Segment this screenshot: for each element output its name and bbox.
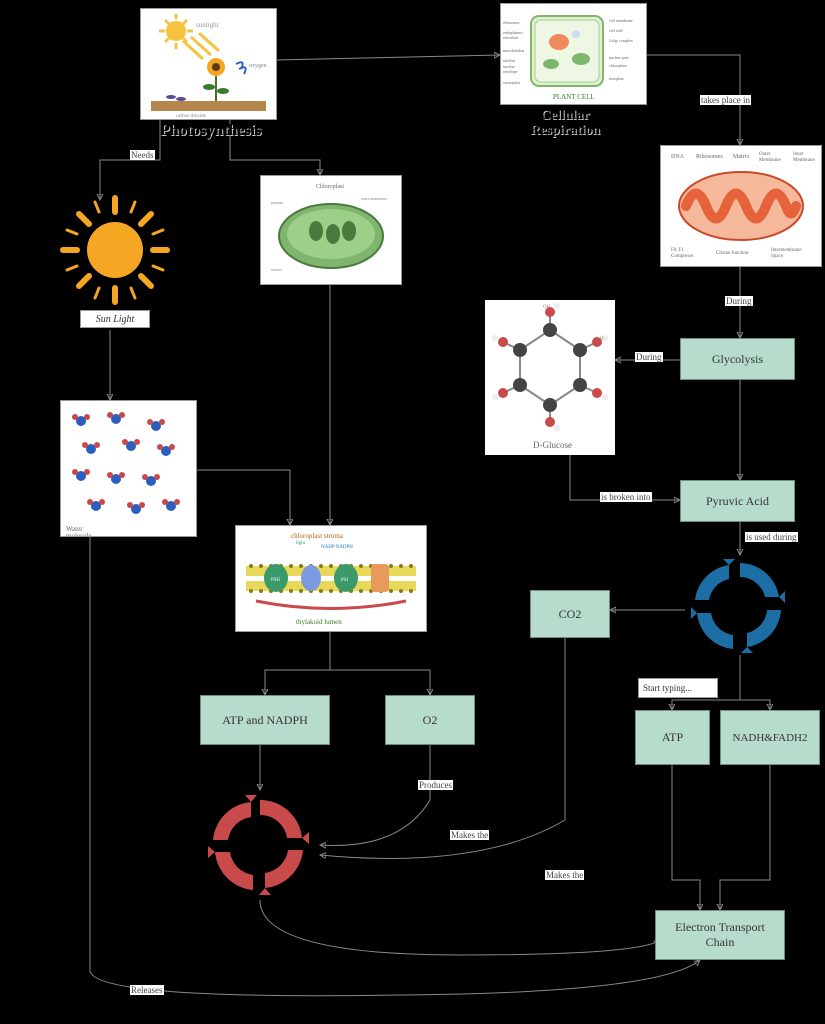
edge-during2: During xyxy=(635,352,663,362)
svg-text:Intermembrane: Intermembrane xyxy=(771,248,802,253)
svg-text:OH: OH xyxy=(543,305,551,310)
svg-text:Inner: Inner xyxy=(793,152,804,157)
svg-text:stroma: stroma xyxy=(271,267,282,272)
chloroplast-box: Chloroplast outer membrane granum stroma xyxy=(260,175,402,285)
edge-makes1: Makes the xyxy=(450,830,489,840)
edge-takes-place: takes place in xyxy=(700,95,751,105)
svg-text:Chloroplast: Chloroplast xyxy=(316,184,344,190)
svg-text:thylakoid lumen: thylakoid lumen xyxy=(296,618,342,626)
atp-node: ATP xyxy=(635,710,710,765)
svg-text:DNA: DNA xyxy=(671,154,685,160)
krebs-cycle-icon xyxy=(685,555,795,655)
mitochondria-box: DNA Ribosomes Matrix Outer Membrane Inne… xyxy=(660,145,822,267)
svg-text:Membrane: Membrane xyxy=(759,158,781,163)
svg-text:sunlight: sunlight xyxy=(196,21,219,29)
plant-cell-icon: PLANT CELL ribosomes endoplasmic reticul… xyxy=(501,4,646,104)
svg-text:F0, F1: F0, F1 xyxy=(671,248,685,253)
svg-text:light: light xyxy=(296,541,306,546)
plant-cell-caption: PLANT CELL xyxy=(553,93,595,101)
o2-node: O2 xyxy=(385,695,475,745)
svg-text:PSII: PSII xyxy=(271,578,280,583)
svg-text:reticulum: reticulum xyxy=(503,35,519,40)
atp-nadph-node: ATP and NADPH xyxy=(200,695,330,745)
cellular-respiration-title: Cellular Respiration xyxy=(530,108,600,139)
sunlight-label-box: Sun Light xyxy=(80,310,150,328)
svg-text:cell wall: cell wall xyxy=(609,28,624,33)
sun-icon xyxy=(55,190,175,310)
start-typing-box[interactable]: Start typing... xyxy=(638,678,718,698)
svg-text:granum: granum xyxy=(271,200,284,205)
svg-text:oxygen: oxygen xyxy=(249,63,267,69)
water-box: Water molecule xyxy=(60,400,197,537)
edge-produces: Produces xyxy=(418,780,453,790)
glucose-box: D-Glucose OH H xyxy=(485,300,615,455)
svg-text:Golgi complex: Golgi complex xyxy=(609,38,633,43)
photosynthesis-title: Photosynthesis xyxy=(160,122,261,140)
edge-needs: Needs xyxy=(130,150,155,160)
co2-node: CO2 xyxy=(530,590,610,638)
glucose-icon: D-Glucose OH H xyxy=(485,300,615,455)
svg-text:nuclear pore: nuclear pore xyxy=(609,55,629,60)
water-icon: Water molecule xyxy=(61,401,196,536)
edge-makes2: Makes the xyxy=(545,870,584,880)
svg-text:Membrane: Membrane xyxy=(793,158,815,163)
svg-text:Complexes: Complexes xyxy=(671,254,694,259)
svg-text:chloroplast stroma: chloroplast stroma xyxy=(291,532,344,540)
edge-releases: Releases xyxy=(130,985,164,995)
svg-text:cell membrane: cell membrane xyxy=(609,18,633,23)
svg-text:nucleus: nucleus xyxy=(503,58,516,63)
svg-text:Cristae Junction: Cristae Junction xyxy=(716,251,749,256)
svg-text:H: H xyxy=(600,337,604,342)
svg-text:tonoplast: tonoplast xyxy=(609,76,625,81)
chloroplast-icon: Chloroplast outer membrane granum stroma xyxy=(261,176,401,284)
svg-text:mitochondria: mitochondria xyxy=(503,48,525,53)
plant-cell-box: PLANT CELL ribosomes endoplasmic reticul… xyxy=(500,3,647,105)
thylakoid-box: chloroplast stroma PSII PSI light NADP N… xyxy=(235,525,427,632)
edge-used-during: is used during xyxy=(745,532,798,542)
svg-text:molecule: molecule xyxy=(66,532,92,536)
thylakoid-icon: chloroplast stroma PSII PSI light NADP N… xyxy=(236,526,426,631)
svg-text:outer membrane: outer membrane xyxy=(361,196,387,201)
svg-text:Matrix: Matrix xyxy=(733,154,749,160)
glycolysis-node: Glycolysis xyxy=(680,338,795,380)
svg-text:NADP NADPH: NADP NADPH xyxy=(321,545,353,550)
svg-text:Ribosomes: Ribosomes xyxy=(696,154,723,160)
svg-text:Outer: Outer xyxy=(759,152,771,157)
svg-text:PSI: PSI xyxy=(341,578,349,583)
svg-text:vacuoplast: vacuoplast xyxy=(503,80,521,85)
pyruvic-node: Pyruvic Acid xyxy=(680,480,795,522)
sunflower-box: sunlight oxygen carbon dioxide xyxy=(140,8,277,120)
sunflower-icon: sunlight oxygen carbon dioxide xyxy=(141,9,276,119)
svg-text:envelope: envelope xyxy=(503,69,518,74)
calvin-cycle-icon xyxy=(205,790,315,900)
svg-text:carbon dioxide: carbon dioxide xyxy=(176,114,207,119)
edge-during1: During xyxy=(725,296,753,306)
svg-text:chloroplast: chloroplast xyxy=(609,63,628,68)
nadh-fadh2-node: NADH&FADH2 xyxy=(720,710,820,765)
svg-text:D-Glucose: D-Glucose xyxy=(533,440,572,450)
edge-broken: is broken into xyxy=(600,492,652,502)
mitochondria-icon: DNA Ribosomes Matrix Outer Membrane Inne… xyxy=(661,146,821,266)
etc-node: Electron Transport Chain xyxy=(655,910,785,960)
svg-text:Space: Space xyxy=(771,254,784,259)
svg-text:ribosomes: ribosomes xyxy=(503,20,520,25)
